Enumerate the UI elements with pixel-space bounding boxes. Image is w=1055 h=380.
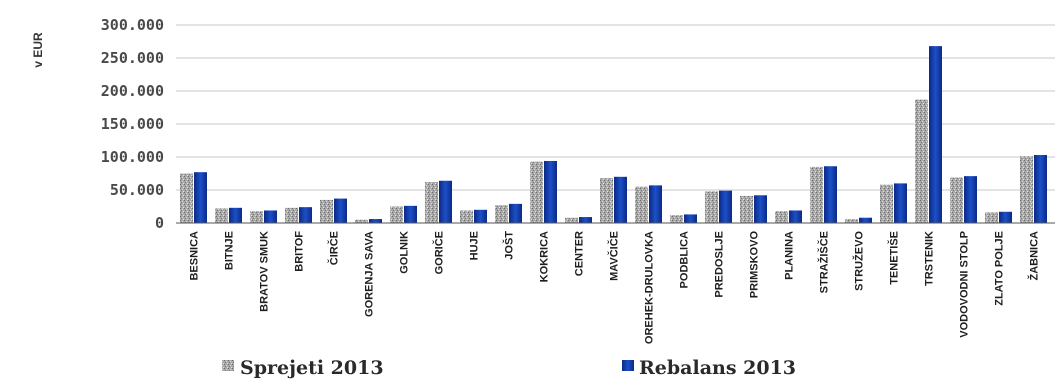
bar-rebalans [614, 176, 627, 223]
x-tick-label: BITNJE [224, 231, 236, 270]
bar-rebalans [509, 203, 522, 223]
x-tick-label: PODBLICA [679, 231, 691, 289]
bar-sprejeti [985, 212, 998, 223]
legend-label-rebalans: Rebalans 2013 [639, 357, 796, 379]
bar-rebalans [859, 217, 872, 223]
bar-rebalans [299, 207, 312, 223]
bar-sprejeti [880, 184, 893, 223]
legend-label-sprejeti: Sprejeti 2013 [240, 357, 384, 379]
bar-rebalans [334, 198, 347, 223]
x-tick-label: KOKRICA [539, 231, 551, 282]
y-axis-ticks: 0 50.000 100.000 150.000 200.000 250.000 300.0… [101, 16, 164, 232]
bar-sprejeti [635, 186, 648, 223]
bar-sprejeti [355, 219, 368, 223]
bar-sprejeti [530, 161, 543, 223]
x-tick-label: GORIČE [433, 231, 446, 274]
bar-sprejeti [810, 166, 823, 223]
bar-sprejeti [775, 211, 788, 223]
bar-sprejeti [950, 177, 963, 223]
x-tick-label: MAVČIČE [608, 231, 621, 281]
x-tick-label: TENETIŠE [888, 231, 901, 285]
y-tick-label: 0 [155, 214, 164, 232]
bar-sprejeti [1020, 156, 1033, 223]
gridlines [176, 24, 1055, 224]
x-tick-label: ZLATO POLJE [994, 231, 1006, 306]
bar-rebalans [369, 219, 382, 223]
bar-rebalans [824, 166, 837, 223]
x-tick-label: OREHEK-DRULOVKA [644, 231, 656, 344]
bar-sprejeti [600, 178, 613, 223]
bar-rebalans [789, 210, 802, 223]
y-axis-label: v EUR [31, 32, 45, 68]
bar-rebalans [229, 207, 242, 223]
bar-rebalans [719, 190, 732, 223]
bar-rebalans [754, 195, 767, 223]
bar-rebalans [439, 180, 452, 223]
bar-sprejeti [320, 199, 333, 223]
x-tick-label: PRIMSKOVO [749, 231, 761, 299]
x-tick-label: BESNICA [189, 231, 201, 281]
y-tick-label: 50.000 [110, 181, 164, 199]
x-tick-label: STRAŽIŠČE [818, 231, 831, 293]
bar-sprejeti [460, 210, 473, 223]
x-tick-label: JOŠT [503, 231, 516, 260]
x-tick-label: BRITOF [294, 231, 306, 272]
bar-sprejeti [565, 217, 578, 223]
x-tick-label: PLANINA [784, 231, 796, 280]
x-tick-label: STRUŽEVO [853, 231, 866, 291]
bar-rebalans [544, 160, 557, 223]
bars [180, 46, 1047, 224]
bar-sprejeti [285, 207, 298, 223]
bar-rebalans [194, 172, 207, 223]
bar-sprejeti [915, 99, 928, 223]
bar-rebalans [649, 185, 662, 223]
bar-rebalans [264, 210, 277, 223]
x-tick-label: BRATOV SMUK [259, 231, 271, 312]
y-tick-label: 200.000 [101, 82, 164, 100]
bar-rebalans [929, 46, 942, 224]
x-tick-label: CENTER [574, 231, 586, 276]
bar-sprejeti [705, 191, 718, 223]
x-axis-ticks: BESNICA BITNJE BRATOV SMUK BRITOF ČIRČE GOREN… [189, 231, 1041, 345]
legend-item-sprejeti: Sprejeti 2013 [222, 357, 384, 379]
x-tick-label: GOLNIK [399, 231, 411, 274]
bar-rebalans [1034, 155, 1047, 223]
y-tick-label: 300.000 [101, 16, 164, 34]
legend-swatch-rebalans [622, 360, 634, 371]
legend: Sprejeti 2013 Rebalans 2013 [222, 357, 796, 379]
x-tick-label: TRSTENIK [924, 231, 936, 286]
bar-rebalans [474, 209, 487, 223]
bar-sprejeti [425, 182, 438, 223]
y-tick-label: 100.000 [101, 148, 164, 166]
bar-sprejeti [180, 173, 193, 223]
bar-rebalans [684, 214, 697, 223]
x-tick-label: ČIRČE [328, 231, 341, 265]
x-tick-label: ŽABNICA [1028, 231, 1041, 281]
bar-rebalans [579, 217, 592, 223]
bar-sprejeti [845, 219, 858, 223]
bar-sprejeti [250, 211, 263, 223]
x-tick-label: GORENJA SAVA [364, 231, 376, 317]
legend-swatch-sprejeti [222, 360, 234, 371]
bar-sprejeti [495, 205, 508, 223]
x-tick-label: PREDOSLJE [714, 231, 726, 298]
x-tick-label: HUJE [469, 231, 481, 260]
y-tick-label: 150.000 [101, 115, 164, 133]
legend-item-rebalans: Rebalans 2013 [622, 357, 796, 379]
bar-rebalans [404, 205, 417, 223]
y-tick-label: 250.000 [101, 49, 164, 67]
bar-rebalans [999, 211, 1012, 223]
bar-sprejeti [740, 195, 753, 223]
bar-rebalans [964, 176, 977, 223]
bar-sprejeti [215, 208, 228, 223]
x-tick-label: VODOVODNI STOLP [959, 231, 971, 338]
bar-sprejeti [390, 206, 403, 223]
bar-rebalans [894, 183, 907, 223]
bar-sprejeti [670, 215, 683, 223]
